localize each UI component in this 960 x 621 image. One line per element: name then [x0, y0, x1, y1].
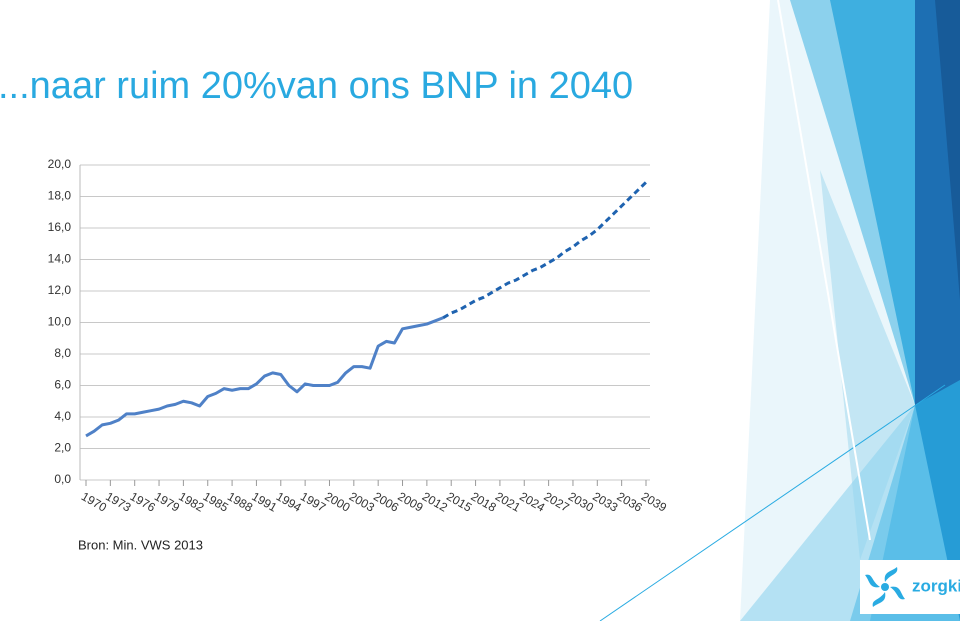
y-tick-label: 4,0 — [54, 409, 71, 423]
y-tick-label: 8,0 — [54, 346, 71, 360]
plot: 0,02,04,06,08,010,012,014,016,018,020,01… — [48, 157, 670, 515]
y-tick-label: 6,0 — [54, 378, 71, 392]
deco-line — [777, 0, 871, 541]
y-tick-label: 14,0 — [48, 252, 72, 266]
y-tick-label: 2,0 — [54, 441, 71, 455]
data-line — [85, 316, 444, 438]
deco-shape — [935, 0, 960, 300]
logo-icon — [865, 567, 905, 607]
logo-text: zorgki — [912, 576, 960, 595]
deco-shape — [830, 0, 915, 405]
y-tick-label: 16,0 — [48, 220, 72, 234]
x-tick-label: 2039 — [639, 489, 669, 515]
source: Bron: Min. VWS 2013 — [78, 537, 203, 552]
y-tick-label: 18,0 — [48, 189, 72, 203]
deco-line — [599, 384, 946, 621]
data-line — [442, 181, 648, 320]
y-tick-label: 12,0 — [48, 283, 72, 297]
y-tick-label: 0,0 — [54, 472, 71, 486]
chart-title: ...naar ruim 20%van ons BNP in 2040 — [0, 65, 633, 107]
y-tick-label: 20,0 — [48, 157, 72, 171]
decoration: zorgki — [599, 0, 960, 621]
y-tick-label: 10,0 — [48, 315, 72, 329]
